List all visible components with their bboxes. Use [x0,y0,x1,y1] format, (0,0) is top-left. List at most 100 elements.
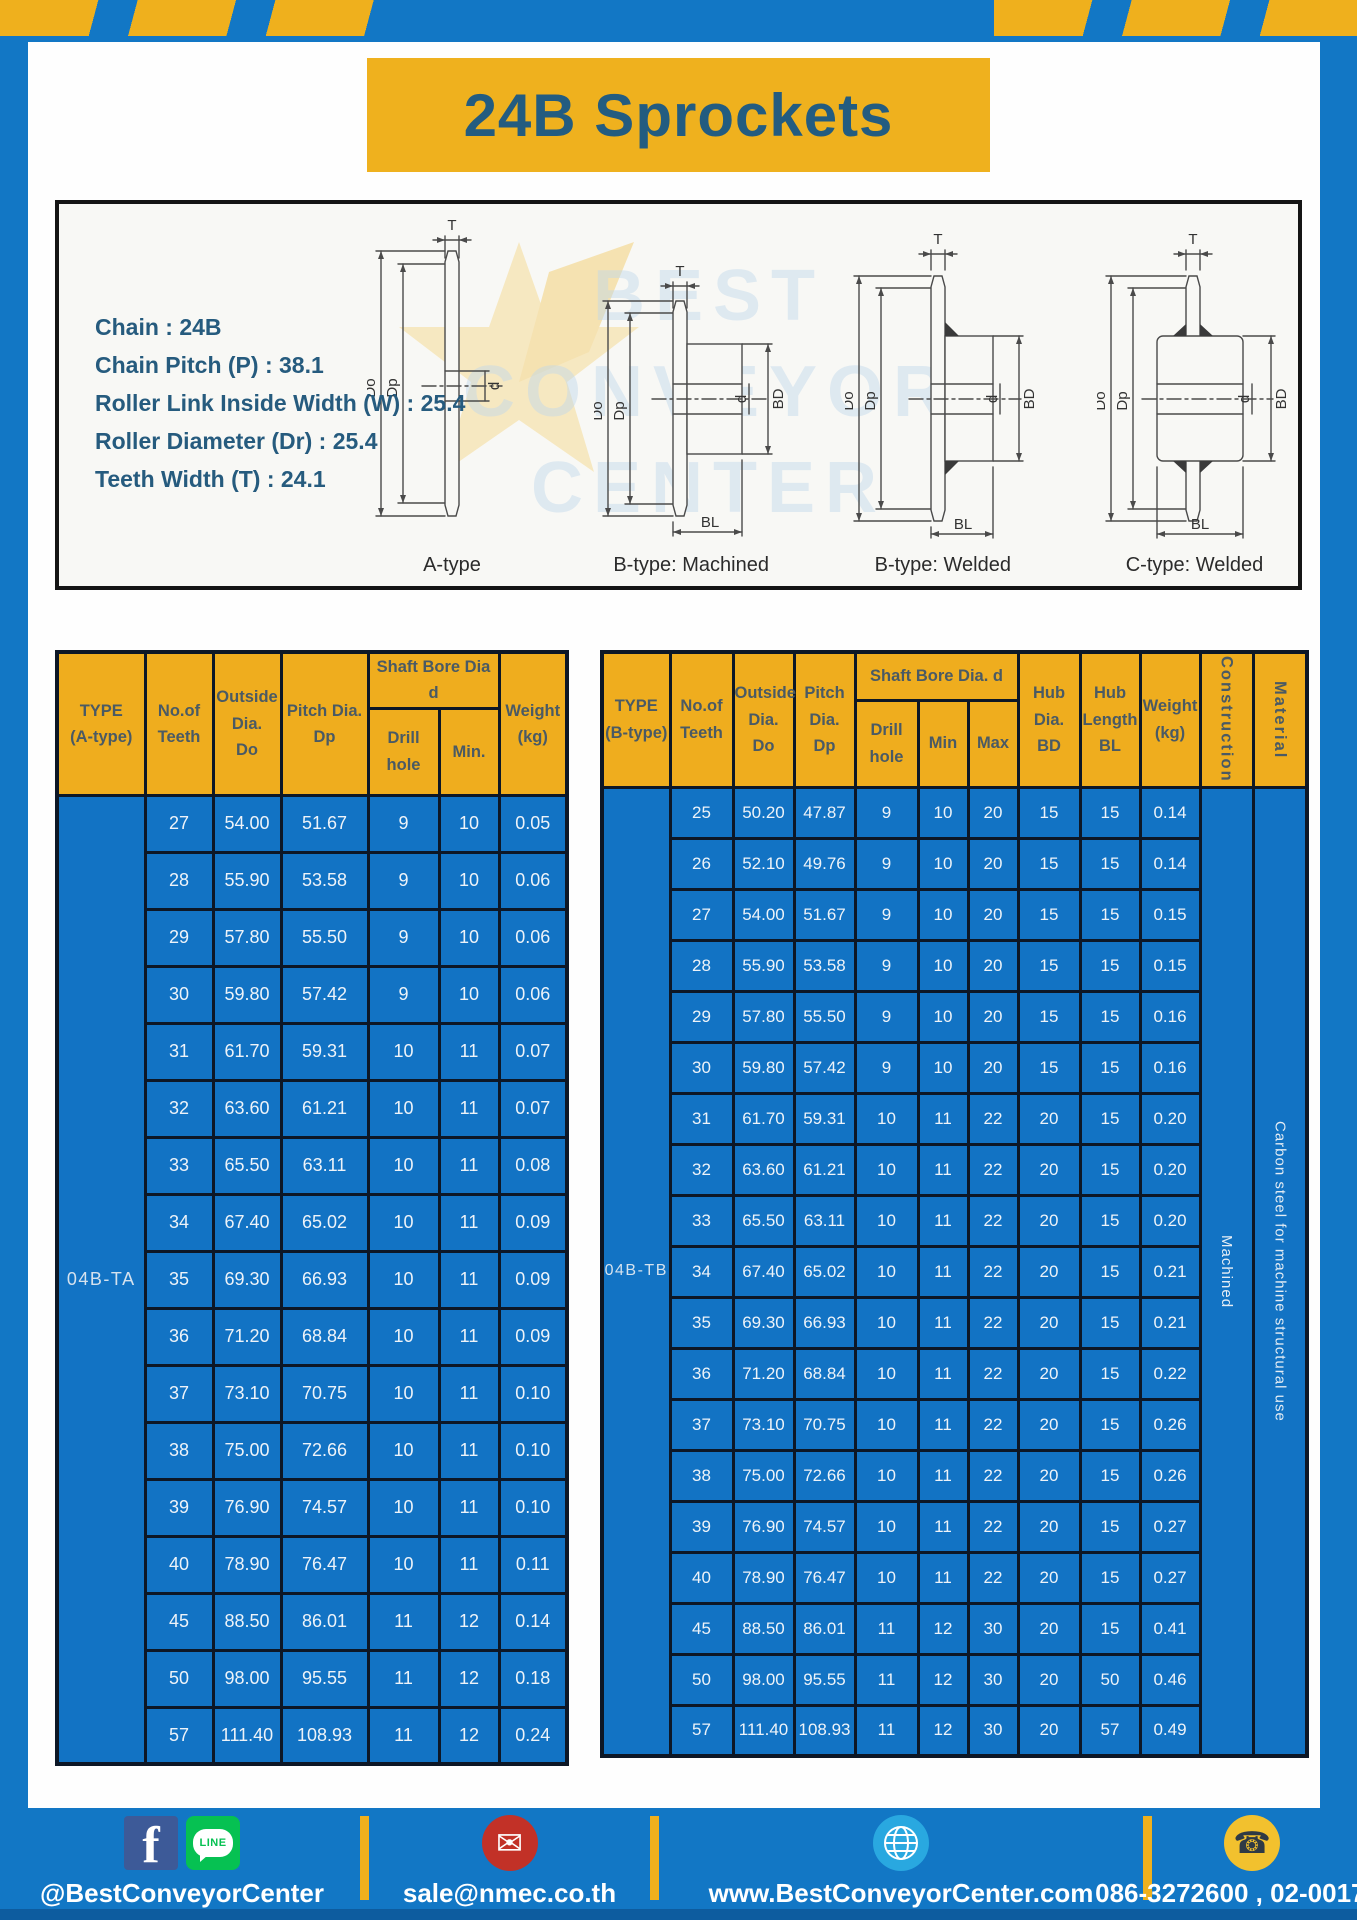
data-cell: 10 [366,1192,441,1253]
data-cell: 0.27 [1138,1550,1202,1605]
data-cell: 76.90 [211,1477,283,1538]
data-cell: 20 [966,938,1020,993]
hazard-stripes-left [0,0,392,36]
type-cell: 04B-TB [600,785,672,1758]
data-cell: 74.57 [792,1499,857,1554]
data-cell: 9 [853,887,920,942]
data-cell: 11 [437,1420,501,1481]
page-title: 24B Sprockets [463,81,894,149]
data-cell: 67.40 [211,1192,283,1253]
data-cell: 11 [366,1648,441,1709]
globe-icon[interactable] [873,1815,929,1871]
data-cell: 0.08 [497,1135,569,1196]
col-header-type: TYPE (A-type) [55,650,147,797]
data-cell: 71.20 [211,1306,283,1367]
col-header-hub-length: Hub Length BL [1078,650,1142,789]
data-cell: 36 [668,1346,735,1401]
col-header-weight: Weight (kg) [1138,650,1202,789]
data-cell: 72.66 [792,1448,857,1503]
data-cell: 55.50 [792,989,857,1044]
title-banner: 24B Sprockets [367,58,990,172]
social-handle[interactable]: @BestConveyorCenter [40,1878,324,1908]
data-cell: 88.50 [731,1601,796,1656]
data-cell: 86.01 [279,1591,370,1652]
data-cell: 22 [966,1193,1020,1248]
data-cell: 33 [143,1135,215,1196]
facebook-icon[interactable]: f [124,1816,178,1870]
data-cell: 0.05 [497,793,569,854]
data-cell: 12 [916,1652,970,1707]
data-cell: 20 [1016,1703,1082,1758]
data-cell: 63.11 [279,1135,370,1196]
dim-label: BD [1021,388,1038,409]
data-cell: 0.18 [497,1648,569,1709]
diagram-type-label: A-type [423,554,481,576]
data-cell: 0.15 [1138,938,1202,993]
data-cell: 15 [1078,1397,1142,1452]
hazard-stripes-right [994,0,1357,36]
data-cell: 20 [1016,1142,1082,1197]
data-cell: 57.42 [792,1040,857,1095]
dim-label: Dp [384,378,401,397]
col-header-min: Min [916,698,970,789]
data-cell: 0.09 [497,1192,569,1253]
col-header-type: TYPE (B-type) [600,650,672,789]
email-address[interactable]: sale@nmec.co.th [402,1878,617,1908]
a-type-table-body: 04B-TA 27 54.00 51.67 9 10 0.05 28 55.90 53.58 9 10… [55,793,569,1766]
table-row: 31 61.70 59.31 10 11 0.07 [57,1021,569,1082]
data-cell: 15 [1078,1142,1142,1197]
table-row: 30 59.80 57.42 9 10 0.06 [57,964,569,1025]
data-cell: 0.14 [1138,836,1202,891]
data-cell: 66.93 [279,1249,370,1310]
dim-label: Do [594,401,606,420]
data-cell: 10 [916,887,970,942]
data-cell: 20 [1016,1346,1082,1401]
col-header-drill-hole: Drill hole [366,706,441,797]
data-cell: 0.20 [1138,1091,1202,1146]
data-cell: 10 [366,1135,441,1196]
data-cell: 15 [1016,989,1082,1044]
table-row: 28 55.90 53.58 9 10 0.06 [57,850,569,911]
col-header-shaft-bore: Shaft Bore Dia d [366,650,501,710]
data-cell: 55.50 [279,907,370,968]
dim-label: d [486,382,503,390]
data-cell: 10 [437,793,501,854]
phone-numbers[interactable]: 086-3272600 , 02-0017766 [1095,1878,1357,1908]
data-cell: 15 [1078,1550,1142,1605]
data-cell: 34 [668,1244,735,1299]
diagram-type-label: B-type: Machined [613,554,769,576]
b-type-welded-drawing: Do Dp d BD [845,231,1038,539]
data-cell: 10 [916,989,970,1044]
data-cell: 50 [668,1652,735,1707]
website-url[interactable]: www.BestConveyorCenter.com [708,1878,1094,1908]
footer-email-section: ✉ sale@nmec.co.th [369,1814,650,1909]
data-cell: 52.10 [731,836,796,891]
b-type-table-body: 04B-TB 25 50.20 47.87 9 10 20 15 15 0.14 Machined C… [600,785,1309,1758]
mail-icon[interactable]: ✉ [481,1815,538,1871]
table-row: 36 71.20 68.84 10 11 0.09 [57,1306,569,1367]
data-cell: 15 [1078,1448,1142,1503]
line-icon[interactable]: LINE [186,1816,240,1870]
construction-cell: Machined [1198,785,1255,1758]
line-badge: LINE [193,1829,233,1857]
data-cell: 111.40 [211,1705,283,1766]
data-cell: 0.07 [497,1078,569,1139]
table-row: 38 75.00 72.66 10 11 0.10 [57,1420,569,1481]
data-cell: 11 [437,1249,501,1310]
diagram-type-label: B-type: Welded [874,554,1011,576]
data-cell: 15 [1016,1040,1082,1095]
data-cell: 15 [1078,1499,1142,1554]
data-cell: 0.24 [497,1705,569,1766]
data-cell: 30 [668,1040,735,1095]
data-cell: 0.16 [1138,1040,1202,1095]
data-cell: 11 [437,1534,501,1595]
data-cell: 0.10 [497,1477,569,1538]
table-row: 38 75.00 72.66 10 11 22 20 15 0.26 [602,1448,1307,1503]
phone-icon[interactable]: ☎ [1224,1815,1280,1871]
data-cell: 0.07 [497,1021,569,1082]
data-cell: 11 [916,1346,970,1401]
data-cell: 37 [668,1397,735,1452]
b-type-table: TYPE (B-type) No.of Teeth Outside Dia. D… [600,650,1309,1758]
table-row: 33 65.50 63.11 10 11 0.08 [57,1135,569,1196]
data-cell: 22 [966,1550,1020,1605]
